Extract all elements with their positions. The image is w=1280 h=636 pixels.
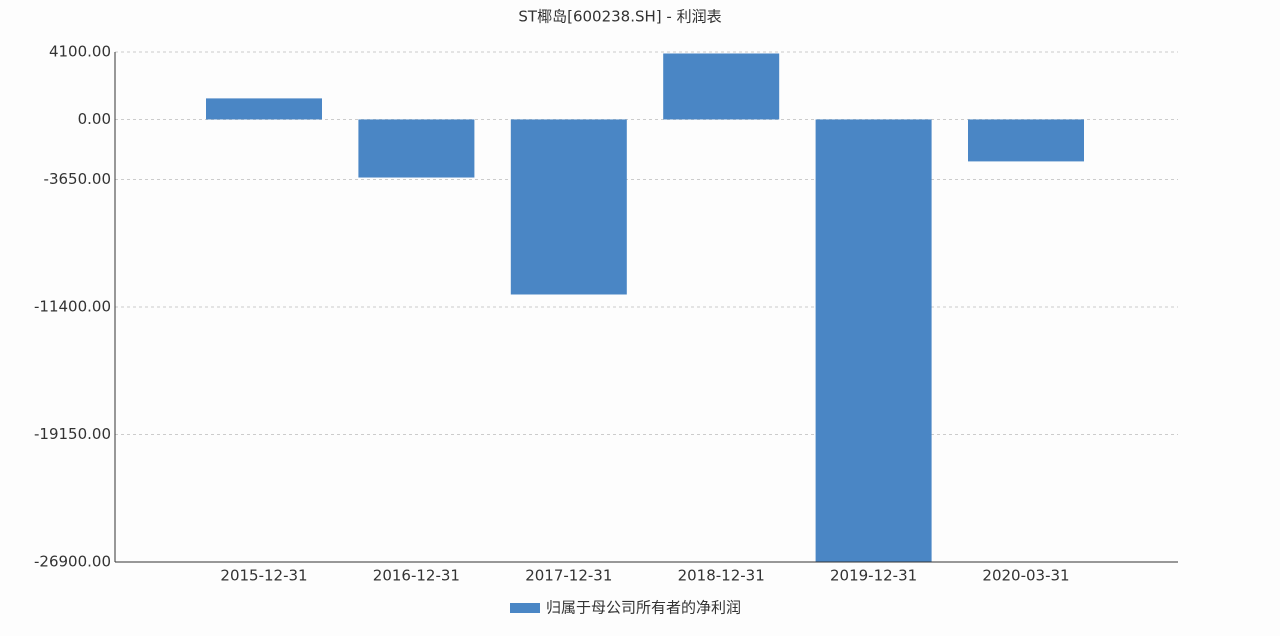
y-tick-label: 4100.00 — [49, 43, 111, 61]
bar — [510, 119, 627, 295]
x-tick-label: 2015-12-31 — [220, 567, 307, 585]
chart-title: ST椰岛[600238.SH] - 利润表 — [518, 8, 721, 26]
bar — [968, 119, 1084, 162]
y-tick-label: 0.00 — [78, 110, 111, 128]
bar — [663, 53, 780, 120]
x-tick-label: 2019-12-31 — [830, 567, 917, 585]
x-tick-label: 2020-03-31 — [982, 567, 1069, 585]
y-tick-label: -19150.00 — [34, 425, 111, 443]
legend-label: 归属于母公司所有者的净利润 — [546, 599, 741, 617]
bar — [206, 98, 322, 120]
y-tick-label: -11400.00 — [34, 298, 111, 316]
x-tick-label: 2018-12-31 — [678, 567, 765, 585]
y-tick-label: -26900.00 — [34, 553, 111, 571]
y-tick-label: -3650.00 — [44, 170, 111, 188]
x-tick-label: 2016-12-31 — [373, 567, 460, 585]
legend-swatch — [510, 603, 540, 613]
x-tick-label: 2017-12-31 — [525, 567, 612, 585]
bar — [815, 119, 932, 562]
bar — [358, 119, 475, 178]
